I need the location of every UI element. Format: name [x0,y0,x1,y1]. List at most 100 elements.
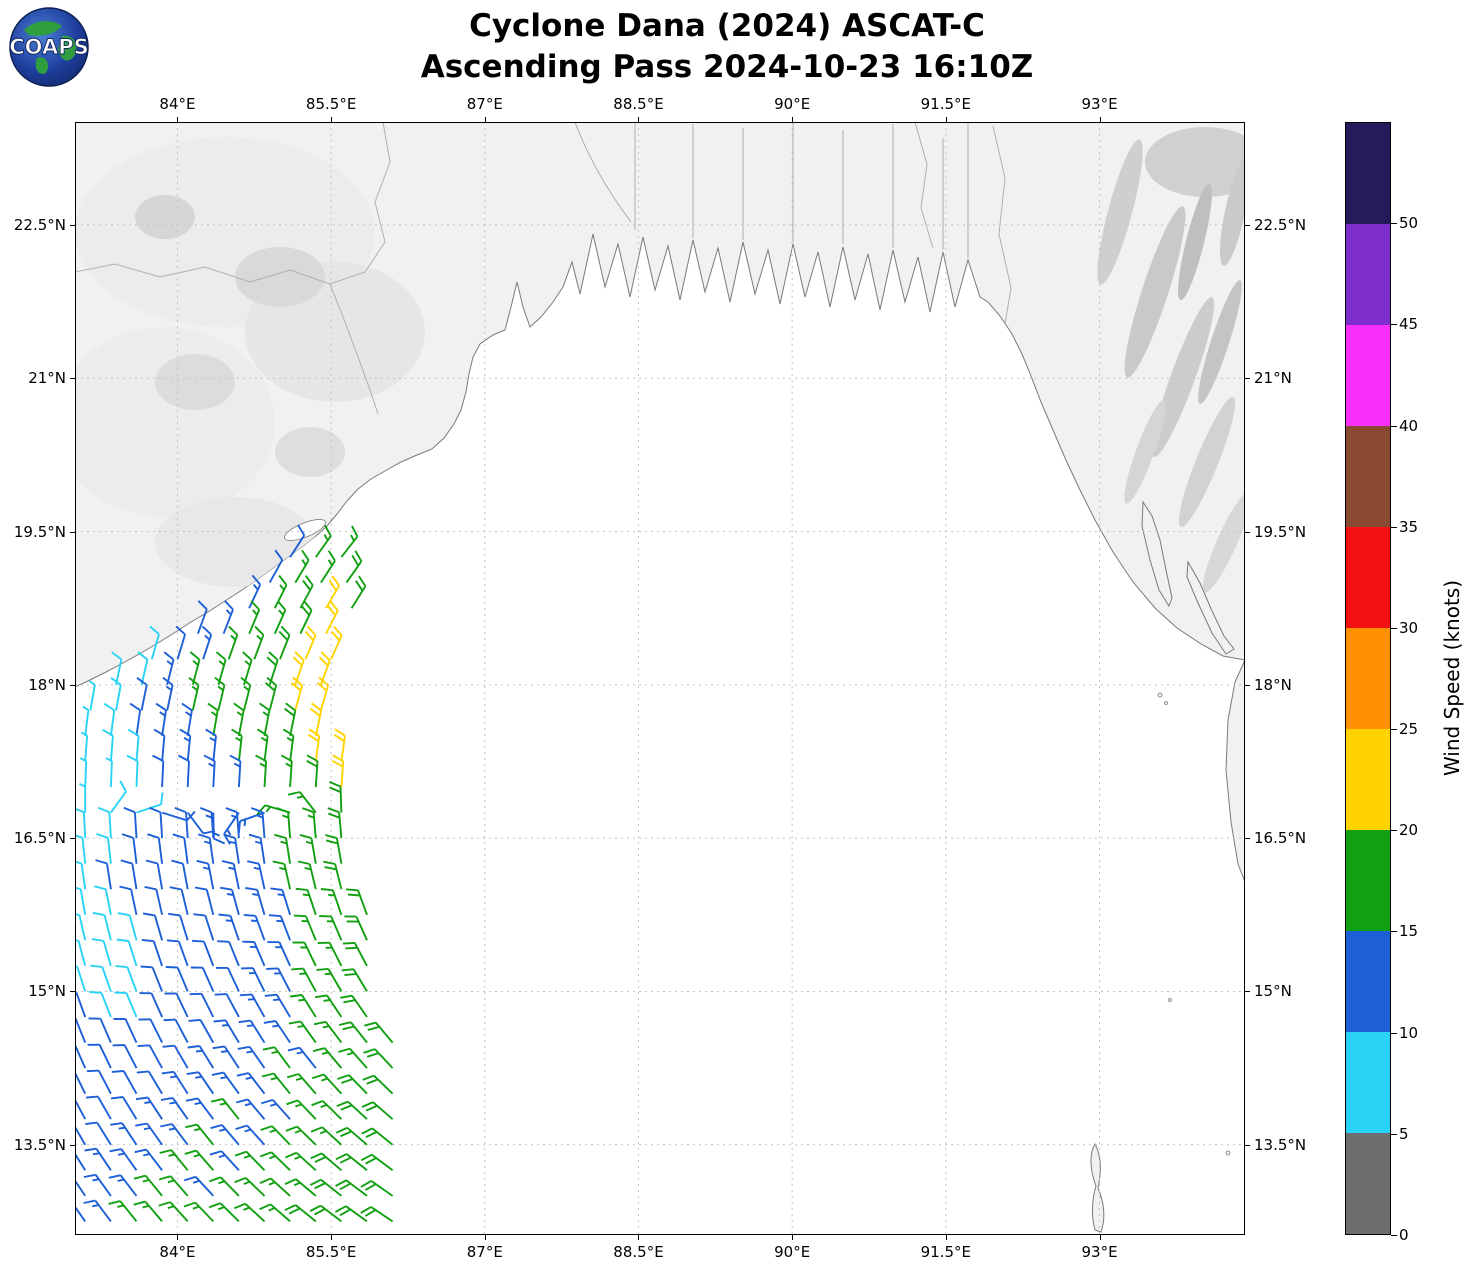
tick-mark [1391,931,1397,933]
wind-barb [75,1179,86,1197]
wind-barb [135,1096,163,1120]
wind-barb [229,754,242,788]
coastal-strip [1225,659,1245,883]
wind-barb [248,574,262,609]
wind-barb [309,702,323,737]
wind-barb [253,625,265,660]
wind-barb [186,1071,215,1095]
tick-mark [177,1235,179,1240]
wind-barb [75,1205,86,1222]
wind-barb [197,600,208,635]
wind-barb [160,1096,189,1120]
wind-barb [185,1097,215,1120]
wind-barb [75,1017,87,1043]
wind-barb [112,1044,138,1069]
wind-barb [120,859,138,890]
wind-barb [147,833,164,864]
wind-barb [238,1019,266,1044]
wind-barb [337,1074,368,1095]
wind-barb [264,676,278,711]
wind-barb [290,676,304,711]
wind-barb [101,728,114,762]
wind-barb [222,600,234,635]
wind-barb [310,1152,343,1172]
tick-mark [638,1235,640,1240]
lat-tick-label-left: 15°N [28,982,66,1001]
wind-barb [75,1125,87,1146]
wind-barb [75,834,87,864]
lon-tick-label-bottom: 88.5°E [613,1243,664,1261]
wind-barb [135,1122,163,1146]
wind-barb [115,965,138,992]
colorbar-segment-5-10 [1346,1032,1390,1133]
wind-barb [312,1047,343,1069]
wind-barb [160,1123,189,1146]
colorbar-label: Wind Speed (knots) [1440,579,1464,777]
tick-mark [1391,425,1397,427]
lat-tick-label-left: 19.5°N [13,522,66,541]
lon-tick-label-top: 87°E [466,95,503,113]
wind-barb [196,859,215,890]
wind-barb [89,991,112,1018]
wind-barb [79,757,88,788]
wind-barb [75,807,87,839]
tick-mark [1391,627,1397,629]
wind-barb [289,524,306,558]
wind-barb [338,1021,368,1044]
wind-barb [153,728,166,762]
wind-barb [262,1046,291,1069]
wind-barb [148,806,164,839]
island [1141,500,1173,608]
wind-barb [247,860,266,890]
wind-barb [75,1152,87,1171]
wind-barb [197,833,215,864]
colorbar-segment-15-20 [1346,830,1390,931]
tick-mark [1391,1235,1397,1236]
wind-barb [286,1099,317,1120]
wind-barb [129,702,142,737]
colorbar-tick-label: 40 [1399,416,1419,435]
lon-tick-label-bottom: 85.5°E [305,1243,357,1261]
wind-barb [85,1095,112,1120]
tick-mark [1245,991,1250,993]
wind-barb [187,1045,215,1069]
coaps-logo-text: COAPS [9,35,88,59]
wind-barb [162,676,174,711]
wind-barb [205,728,217,762]
wind-barb [360,1206,394,1223]
wind-barb [210,1124,240,1146]
lon-tick-label-bottom: 84°E [159,1243,196,1261]
wind-barb [361,1127,394,1146]
wind-barb [335,1126,368,1146]
wind-barb [92,911,112,941]
wind-barb [350,575,367,609]
wind-barb [177,754,190,788]
andaman-island [1090,1142,1105,1233]
wind-barb [169,886,189,916]
wind-barb [221,860,240,890]
wind-barb [158,1201,189,1223]
wind-barb [341,968,368,992]
wind-barb [315,525,332,558]
wind-barb [166,939,189,967]
wind-barb [142,912,164,941]
wind-barb [363,1048,394,1069]
wind-barb [123,806,138,839]
wind-barb [282,728,295,762]
wind-barb [320,550,336,584]
tick-mark [1245,531,1250,533]
wind-barb [340,525,359,558]
wind-barb [301,807,317,839]
wind-barb [91,938,112,967]
colorbar-segment-25-30 [1346,628,1390,729]
tick-mark [1391,223,1397,225]
wind-barb [256,728,269,762]
wind-barb [314,994,343,1018]
wind-barb [83,1173,112,1197]
wind-barb [89,680,96,711]
coaps-logo: COAPS [8,6,90,88]
islet [1164,701,1168,705]
tick-mark [1245,224,1250,226]
wind-barb [75,913,87,941]
wind-barb [327,807,343,839]
